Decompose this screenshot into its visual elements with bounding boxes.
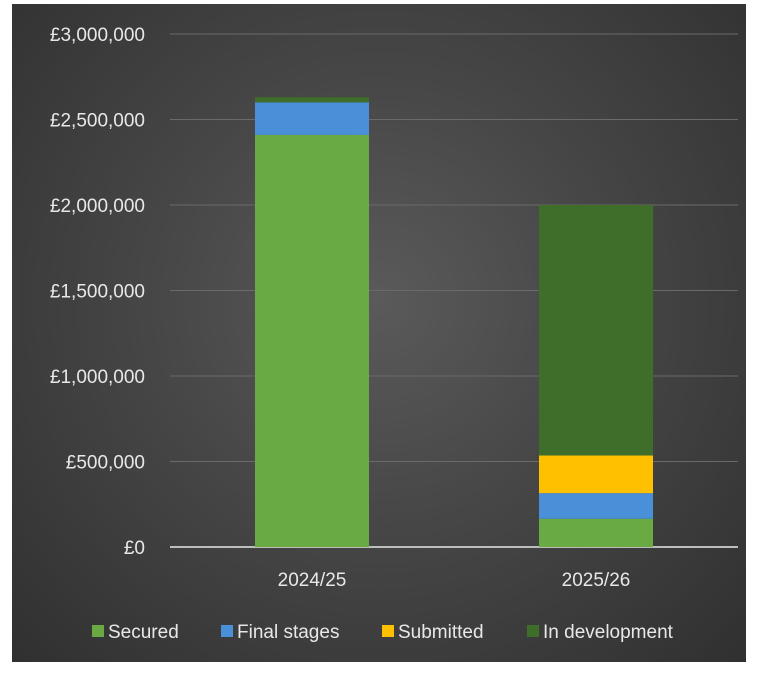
bar-segment-final-stages [255,102,369,135]
legend-swatch [221,625,233,637]
y-tick-label: £1,000,000 [50,367,145,388]
bar-segment-secured [255,134,369,547]
legend-swatch [382,625,394,637]
legend-label: Final stages [237,622,339,643]
chart-area: £0 £500,000 £1,000,000 £1,500,000 £2,000,000… [12,4,746,662]
bar-segment-final-stages [539,493,653,519]
bars [255,97,653,547]
stacked-bar-chart: £0 £500,000 £1,000,000 £1,500,000 £2,000,000… [50,25,738,643]
legend: Secured Final stages Submitted In developme… [92,622,674,643]
legend-swatch [527,625,539,637]
y-axis-tick-labels: £0 £500,000 £1,000,000 £1,500,000 £2,000,000… [50,25,145,559]
y-tick-label: £2,000,000 [50,196,145,217]
legend-label: Submitted [398,622,484,643]
y-tick-label: £0 [124,538,145,559]
legend-label: In development [543,622,674,643]
y-tick-label: £2,500,000 [50,111,145,132]
y-tick-label: £500,000 [66,453,145,474]
x-tick-label: 2025/26 [562,570,631,591]
bar-segment-submitted [539,455,653,494]
y-tick-label: £1,500,000 [50,282,145,303]
bar-segment-in-development [539,205,653,456]
y-tick-label: £3,000,000 [50,25,145,46]
legend-swatch [92,625,104,637]
bar-segment-secured [539,518,653,547]
legend-label: Secured [108,622,179,643]
x-tick-label: 2024/25 [278,570,347,591]
bar-segment-in-development [255,97,369,103]
x-axis-tick-labels: 2024/25 2025/26 [278,570,631,591]
